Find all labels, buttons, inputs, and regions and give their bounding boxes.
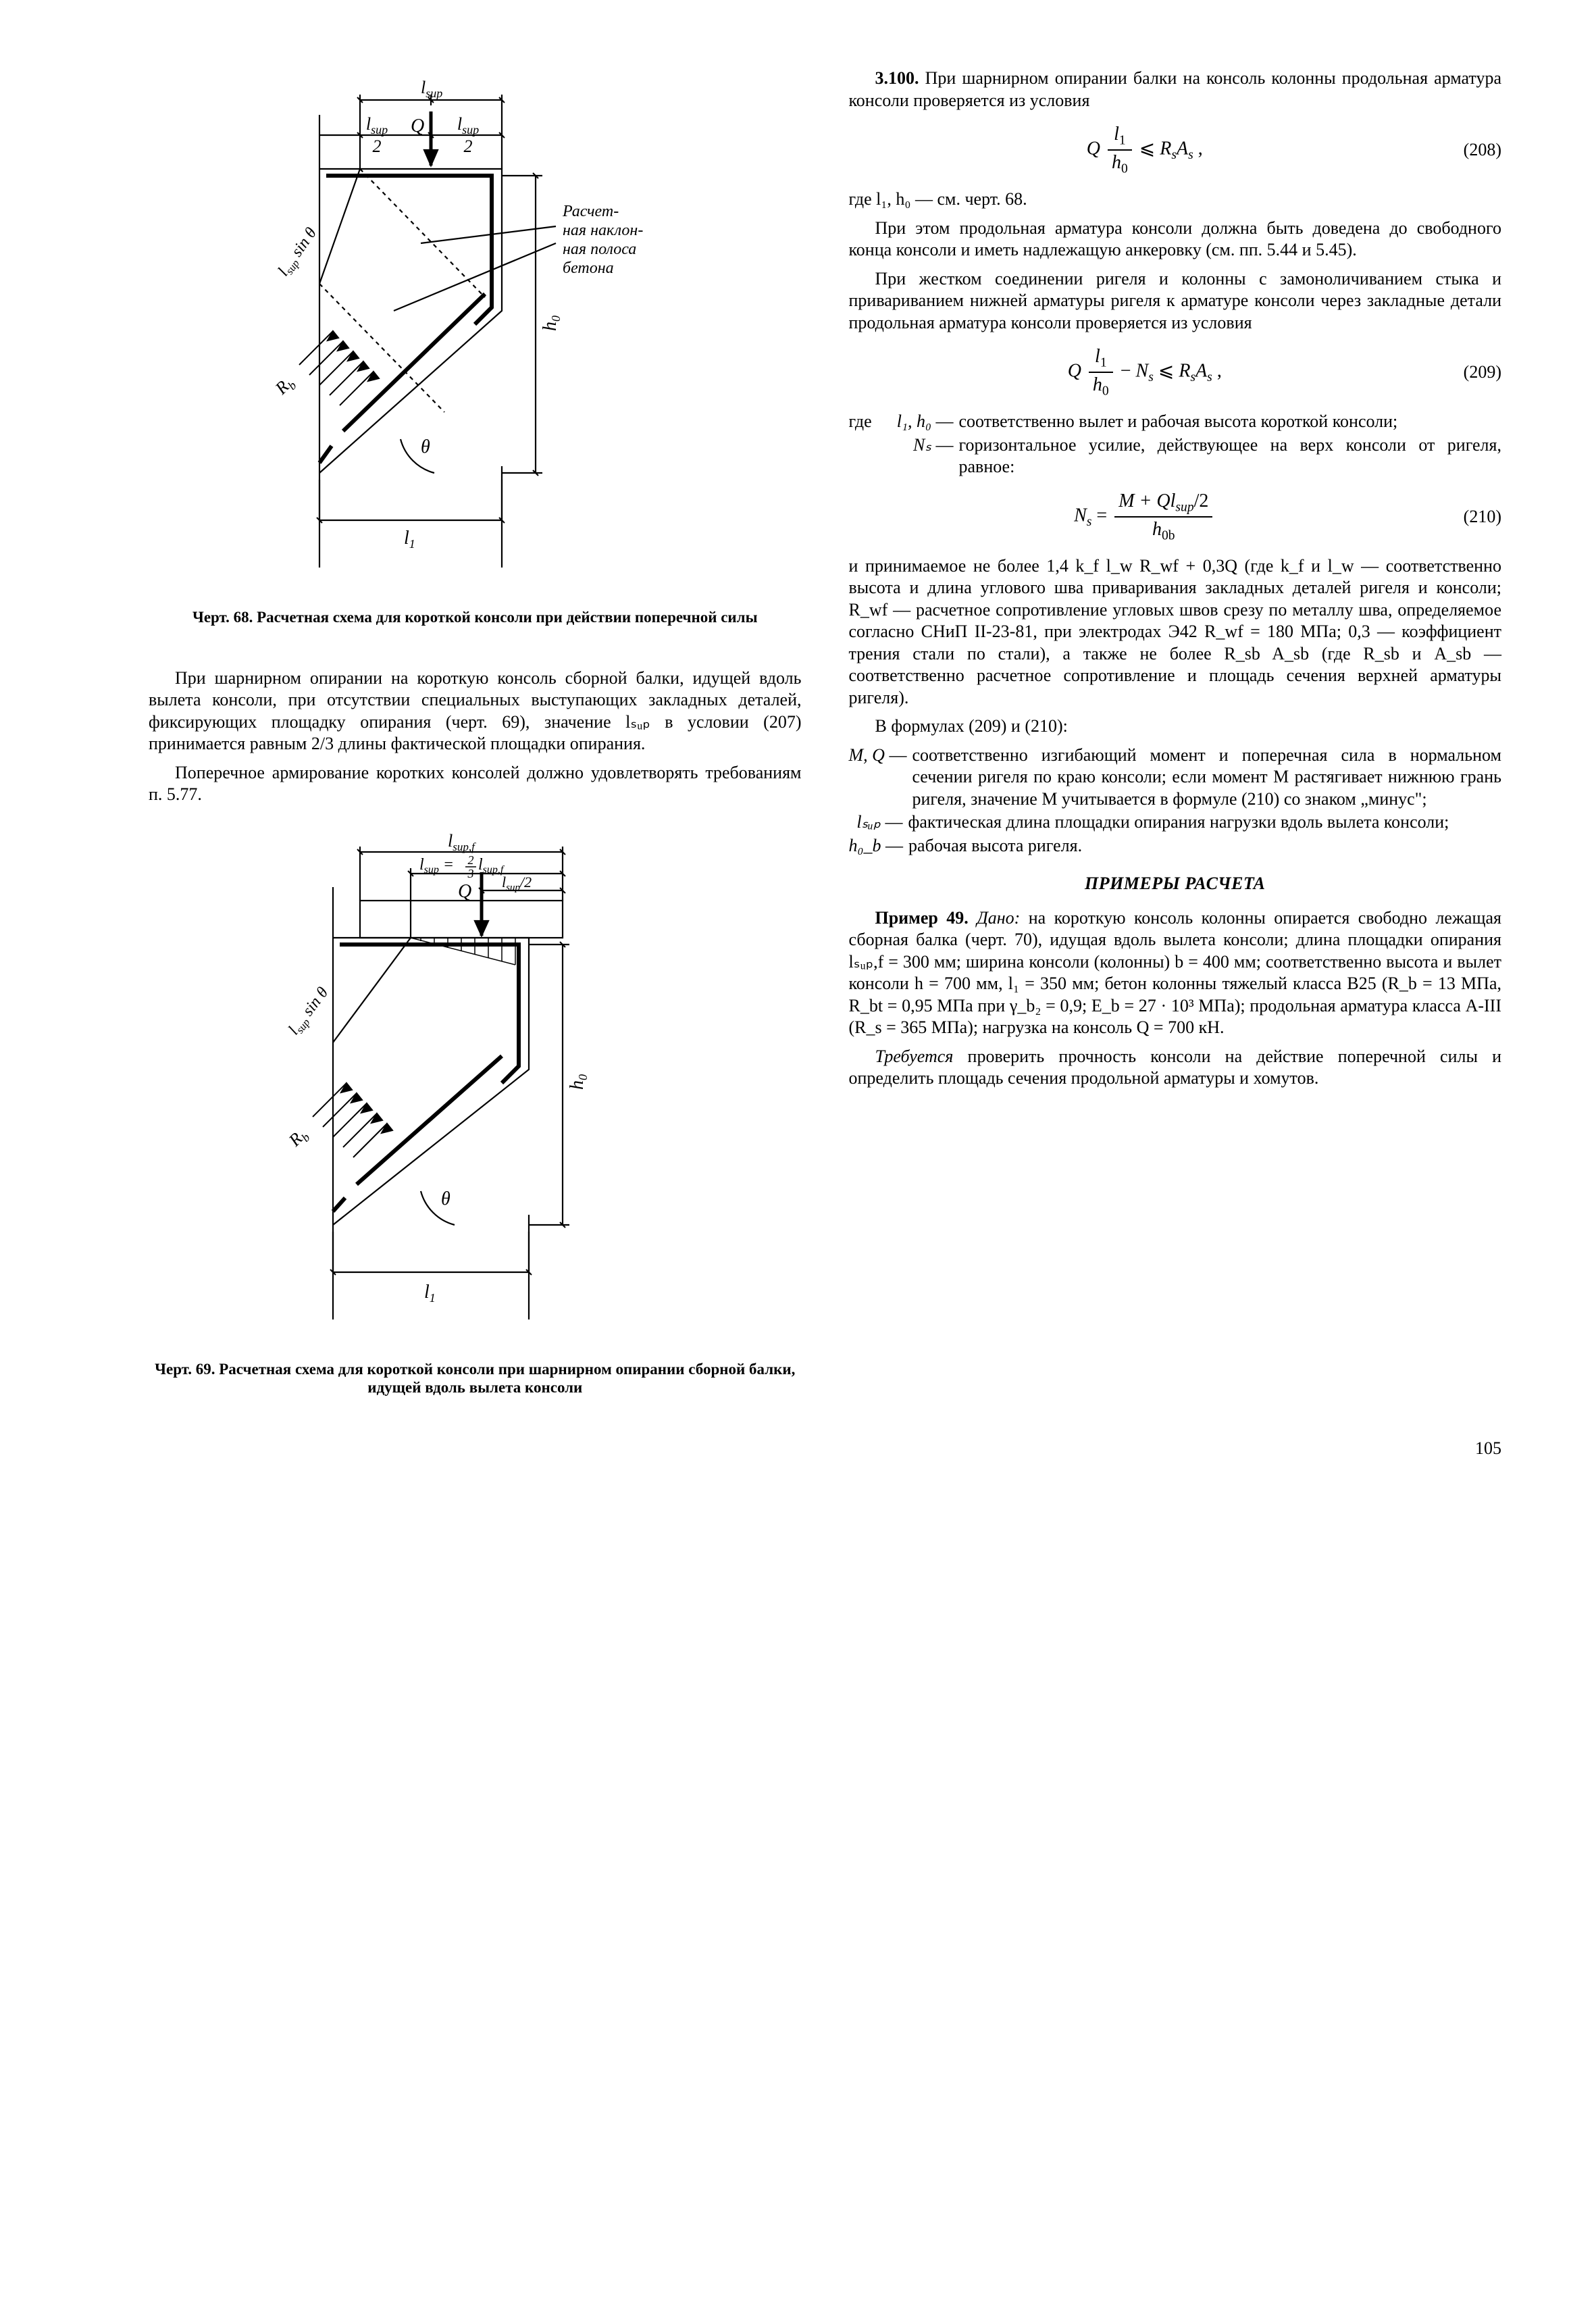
section-3-100: 3.100. При шарнирном опирании балки на к… <box>849 68 1502 111</box>
svg-text:lsup sin θ: lsup sin θ <box>285 984 334 1039</box>
svg-text:lsup: lsup <box>366 114 388 136</box>
svg-text:2: 2 <box>464 136 473 156</box>
svg-text:ная наклон-: ная наклон- <box>563 222 643 239</box>
para-in-formulas: В формулах (209) и (210): <box>849 715 1502 738</box>
svg-text:lsup/2: lsup/2 <box>502 874 532 893</box>
svg-text:2: 2 <box>373 136 382 156</box>
where-209-l1h0: где l₁, h₀ — соответственно вылет и рабо… <box>849 411 1502 433</box>
para-rigid-connection: При жестком соединении ригеля и колонны … <box>849 268 1502 334</box>
svg-text:3: 3 <box>467 867 474 880</box>
svg-text:l1: l1 <box>404 528 415 551</box>
where-208: где l₁, h₀ — см. черт. 68. <box>849 188 1502 211</box>
svg-text:lsup,f: lsup,f <box>478 856 505 876</box>
para-after-208: При этом продольная арматура консоли дол… <box>849 218 1502 261</box>
svg-text:Расчет-: Расчет- <box>562 203 619 220</box>
svg-text:θ: θ <box>421 436 430 457</box>
figure-68-caption: Черт. 68. Расчетная схема для короткой к… <box>149 608 802 627</box>
figure-68-diagram: lsup lsup 2 lsup 2 Q lsup sin θ Rb θ l1 … <box>218 74 731 601</box>
svg-text:h0: h0 <box>540 316 563 331</box>
example-49: Пример 49. Дано: на короткую консоль кол… <box>849 907 1502 1039</box>
where-lsup: lₛᵤₚ — фактическая длина площадки опиран… <box>849 811 1502 834</box>
svg-text:θ: θ <box>441 1188 451 1209</box>
svg-text:ная полоса: ная полоса <box>563 241 636 258</box>
right-column: 3.100. При шарнирном опирании балки на к… <box>849 68 1502 1417</box>
svg-text:lsup,f: lsup,f <box>448 833 476 853</box>
two-column-layout: lsup lsup 2 lsup 2 Q lsup sin θ Rb θ l1 … <box>149 68 1501 1417</box>
svg-text:Rb: Rb <box>271 372 299 401</box>
eq-208-number: (208) <box>1441 139 1501 161</box>
where-h0b: h₀_b — рабочая высота ригеля. <box>849 835 1502 857</box>
svg-text:lsup: lsup <box>457 114 479 136</box>
para-accept-limit: и принимаемое не более 1,4 k_f l_w R_wf … <box>849 555 1502 709</box>
svg-text:lsup: lsup <box>421 78 442 100</box>
figure-69-caption: Черт. 69. Расчетная схема для короткой к… <box>149 1360 802 1397</box>
figure-69-diagram: lsup,f lsup = 2 3 lsup,f lsup/2 Q lsup s… <box>232 833 718 1353</box>
svg-text:l1: l1 <box>424 1282 436 1305</box>
equation-210: Ns = M + Qlsup/2 h0b (210) <box>849 489 1502 545</box>
equation-208: Q l1 h0 ⩽ RsAs , (208) <box>849 122 1502 178</box>
equation-209: Q l1 h0 − Ns ⩽ RsAs , (209) <box>849 345 1502 400</box>
left-para-2: Поперечное армирование коротких консолей… <box>149 762 802 806</box>
svg-text:Q: Q <box>411 116 424 136</box>
svg-text:lsup sin θ: lsup sin θ <box>275 224 322 280</box>
svg-text:h0: h0 <box>567 1074 590 1090</box>
where-MQ: M, Q — соответственно изгибающий момент … <box>849 745 1502 811</box>
example-49-required: Требуется проверить прочность консоли на… <box>849 1046 1502 1090</box>
svg-text:lsup =: lsup = <box>419 856 454 876</box>
svg-text:Rb: Rb <box>284 1124 313 1153</box>
svg-text:бетона: бетона <box>563 259 614 277</box>
left-para-1: При шарнирном опирании на короткую консо… <box>149 668 802 755</box>
eq-209-number: (209) <box>1441 361 1501 384</box>
left-column: lsup lsup 2 lsup 2 Q lsup sin θ Rb θ l1 … <box>149 68 802 1417</box>
page-number: 105 <box>149 1438 1501 1460</box>
examples-heading: ПРИМЕРЫ РАСЧЕТА <box>849 873 1502 895</box>
eq-210-number: (210) <box>1441 506 1501 528</box>
svg-text:Q: Q <box>458 881 471 902</box>
svg-text:2: 2 <box>468 853 474 867</box>
where-209-Ns: Nₛ — горизонтальное усилие, действующее … <box>849 434 1502 478</box>
